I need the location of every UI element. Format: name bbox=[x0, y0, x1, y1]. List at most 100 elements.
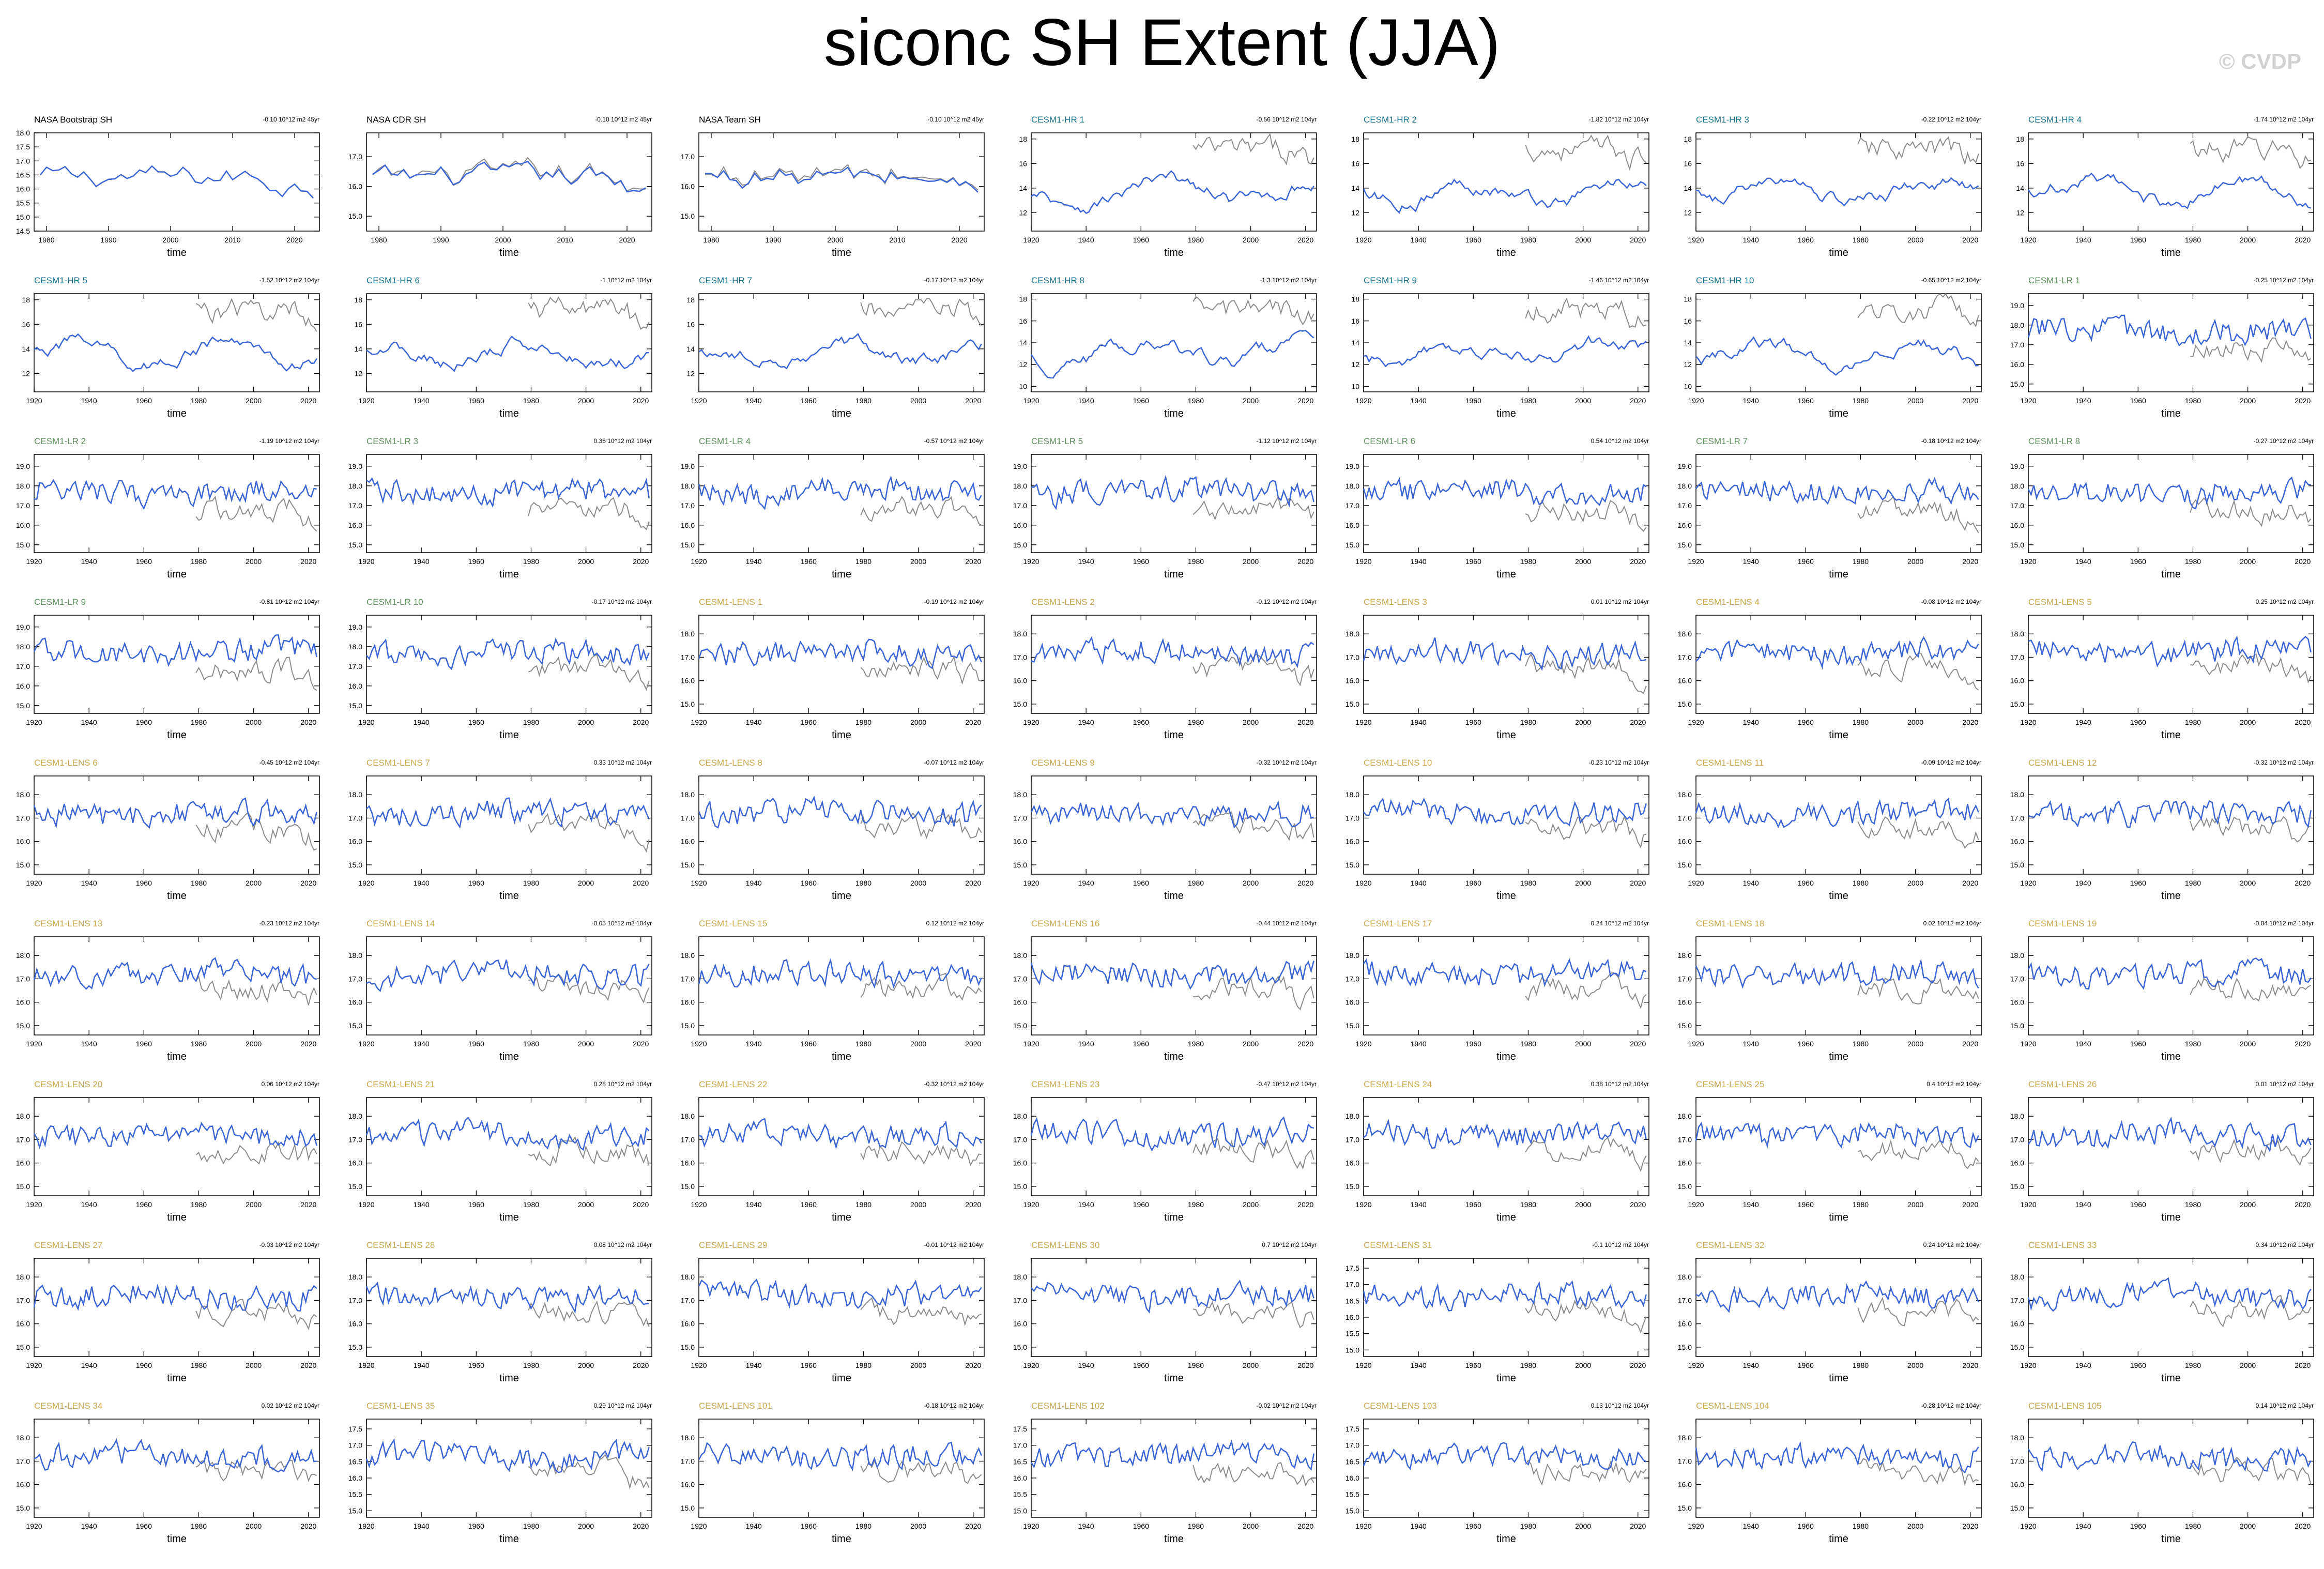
y-tick-label: 14 bbox=[2016, 184, 2024, 192]
y-tick-label: 12 bbox=[1351, 360, 1359, 369]
y-tick-label: 17.0 bbox=[2010, 1296, 2024, 1304]
y-tick-label: 16.0 bbox=[348, 998, 362, 1007]
x-tick-label: 2020 bbox=[1630, 1200, 1646, 1209]
panel-title: CESM1-LENS 12 bbox=[2028, 758, 2097, 768]
x-tick-label: 1960 bbox=[2130, 236, 2146, 244]
y-tick-label: 12 bbox=[686, 369, 695, 377]
y-tick-label: 15.0 bbox=[2010, 380, 2024, 388]
x-tick-label: 2000 bbox=[2240, 557, 2256, 566]
y-tick-label: 18.0 bbox=[681, 951, 695, 959]
y-tick-label: 18.0 bbox=[348, 482, 362, 490]
x-tick-label: 2020 bbox=[300, 718, 316, 726]
y-tick-label: 17.0 bbox=[1678, 1457, 1692, 1465]
panel-trend: 0.34 10^12 m2 104yr bbox=[2256, 1241, 2314, 1248]
x-tick-label: 1960 bbox=[1798, 879, 1814, 887]
x-tick-label: 2020 bbox=[1962, 718, 1978, 726]
x-tick-label: 1920 bbox=[358, 1040, 374, 1048]
panel: NASA Bootstrap SH -0.10 10^12 m2 45yr 14.5… bbox=[16, 115, 320, 258]
y-tick-label: 17.0 bbox=[16, 157, 30, 165]
panel-trend: -0.10 10^12 m2 45yr bbox=[595, 116, 652, 123]
plot-frame bbox=[2028, 1258, 2314, 1357]
y-tick-label: 15.0 bbox=[16, 702, 30, 710]
panel: CESM1-HR 9 -1.46 10^12 m2 104yr 10 12 14 16 18… bbox=[1351, 276, 1649, 419]
x-tick-label: 1980 bbox=[191, 557, 207, 566]
y-tick-label: 18.0 bbox=[16, 951, 30, 959]
x-tick-label: 1940 bbox=[1411, 879, 1427, 887]
panel-trend: -0.1 10^12 m2 104yr bbox=[1592, 1241, 1649, 1248]
x-tick-label: 1960 bbox=[468, 879, 484, 887]
y-tick-label: 15.0 bbox=[1678, 1182, 1692, 1191]
x-tick-label: 1980 bbox=[1853, 397, 1869, 405]
x-axis-label: time bbox=[1164, 247, 1184, 258]
y-tick-label: 16.0 bbox=[2010, 1159, 2024, 1167]
panel-trend: -1 10^12 m2 104yr bbox=[600, 277, 652, 284]
obs-series-line bbox=[1192, 496, 1314, 521]
obs-series-line bbox=[1192, 1461, 1314, 1487]
x-tick-label: 2000 bbox=[1575, 1200, 1591, 1209]
panel-trend: -0.25 10^12 m2 104yr bbox=[2254, 277, 2314, 284]
x-axis-label: time bbox=[1496, 729, 1516, 741]
y-tick-label: 17.0 bbox=[1678, 1296, 1692, 1304]
x-axis-label: time bbox=[167, 729, 187, 741]
x-axis-label: time bbox=[2161, 247, 2181, 258]
x-tick-label: 1980 bbox=[1520, 1200, 1536, 1209]
y-tick-label: 15.0 bbox=[2010, 541, 2024, 549]
plot-frame bbox=[1363, 775, 1649, 875]
obs-series-line bbox=[1857, 1297, 1979, 1327]
x-tick-label: 2000 bbox=[578, 718, 594, 726]
x-axis-label: time bbox=[1496, 408, 1516, 419]
x-tick-label: 2020 bbox=[2295, 236, 2311, 244]
x-tick-label: 1960 bbox=[1465, 1040, 1481, 1048]
panel-title: CESM1-LENS 33 bbox=[2028, 1240, 2097, 1250]
panel-trend: -0.19 10^12 m2 104yr bbox=[924, 598, 984, 605]
x-tick-label: 1980 bbox=[2185, 397, 2201, 405]
x-tick-label: 1980 bbox=[1188, 1522, 1204, 1530]
panel: CESM1-HR 1 -0.56 10^12 m2 104yr 12 14 16 18 19… bbox=[1019, 115, 1317, 258]
x-tick-label: 2020 bbox=[1962, 879, 1978, 887]
y-tick-label: 18.0 bbox=[1346, 951, 1359, 959]
panel: CESM1-LENS 12 -0.32 10^12 m2 104yr 15.0 16.… bbox=[2010, 758, 2314, 902]
panel: CESM1-LENS 32 0.24 10^12 m2 104yr 15.0 16.0… bbox=[1678, 1240, 1982, 1384]
y-tick-label: 17.0 bbox=[681, 974, 695, 983]
y-tick-label: 15.0 bbox=[2010, 1504, 2024, 1512]
x-tick-label: 1960 bbox=[1133, 557, 1149, 566]
panel: CESM1-LENS 27 -0.03 10^12 m2 104yr 15.0 16.… bbox=[16, 1240, 320, 1384]
y-tick-label: 15.0 bbox=[2010, 1022, 2024, 1030]
x-tick-label: 2020 bbox=[1297, 1040, 1313, 1048]
x-tick-label: 1980 bbox=[855, 1522, 872, 1530]
x-tick-label: 2000 bbox=[1243, 1040, 1259, 1048]
x-tick-label: 1920 bbox=[691, 1361, 707, 1369]
y-tick-label: 17.5 bbox=[348, 1425, 362, 1433]
obs-series-line bbox=[195, 496, 317, 532]
x-tick-label: 2020 bbox=[300, 1361, 316, 1369]
x-axis-label: time bbox=[1496, 1533, 1516, 1545]
x-tick-label: 1920 bbox=[1023, 1522, 1039, 1530]
y-tick-label: 17.0 bbox=[16, 1296, 30, 1304]
x-tick-label: 2000 bbox=[2240, 236, 2256, 244]
y-tick-label: 18.0 bbox=[348, 1112, 362, 1120]
x-tick-label: 1980 bbox=[191, 397, 207, 405]
x-tick-label: 1920 bbox=[358, 1361, 374, 1369]
y-tick-label: 17.0 bbox=[2010, 1135, 2024, 1144]
x-tick-label: 1960 bbox=[2130, 1522, 2146, 1530]
x-tick-label: 2000 bbox=[578, 1361, 594, 1369]
x-tick-label: 1940 bbox=[1743, 557, 1759, 566]
x-tick-label: 1940 bbox=[81, 557, 97, 566]
panel: CESM1-LENS 24 0.38 10^12 m2 104yr 15.0 16.0… bbox=[1346, 1079, 1649, 1223]
y-tick-label: 16.5 bbox=[16, 171, 30, 179]
x-tick-label: 2020 bbox=[2295, 1200, 2311, 1209]
x-tick-label: 2020 bbox=[300, 879, 316, 887]
panel: CESM1-HR 5 -1.52 10^12 m2 104yr 12 14 16 18 19… bbox=[22, 276, 320, 419]
x-axis-label: time bbox=[2161, 890, 2181, 902]
obs-series-line bbox=[528, 1454, 650, 1490]
x-axis-label: time bbox=[499, 1051, 519, 1062]
panel-title: CESM1-LENS 105 bbox=[2028, 1401, 2102, 1411]
panel-trend: -1.52 10^12 m2 104yr bbox=[259, 277, 319, 284]
series-line bbox=[1031, 170, 1314, 215]
y-tick-label: 16.0 bbox=[2010, 360, 2024, 369]
x-tick-label: 2000 bbox=[1243, 1200, 1259, 1209]
x-tick-label: 2000 bbox=[2240, 397, 2256, 405]
y-tick-label: 17.0 bbox=[1346, 1135, 1359, 1144]
x-tick-label: 1980 bbox=[523, 397, 539, 405]
series-line bbox=[1031, 636, 1314, 668]
